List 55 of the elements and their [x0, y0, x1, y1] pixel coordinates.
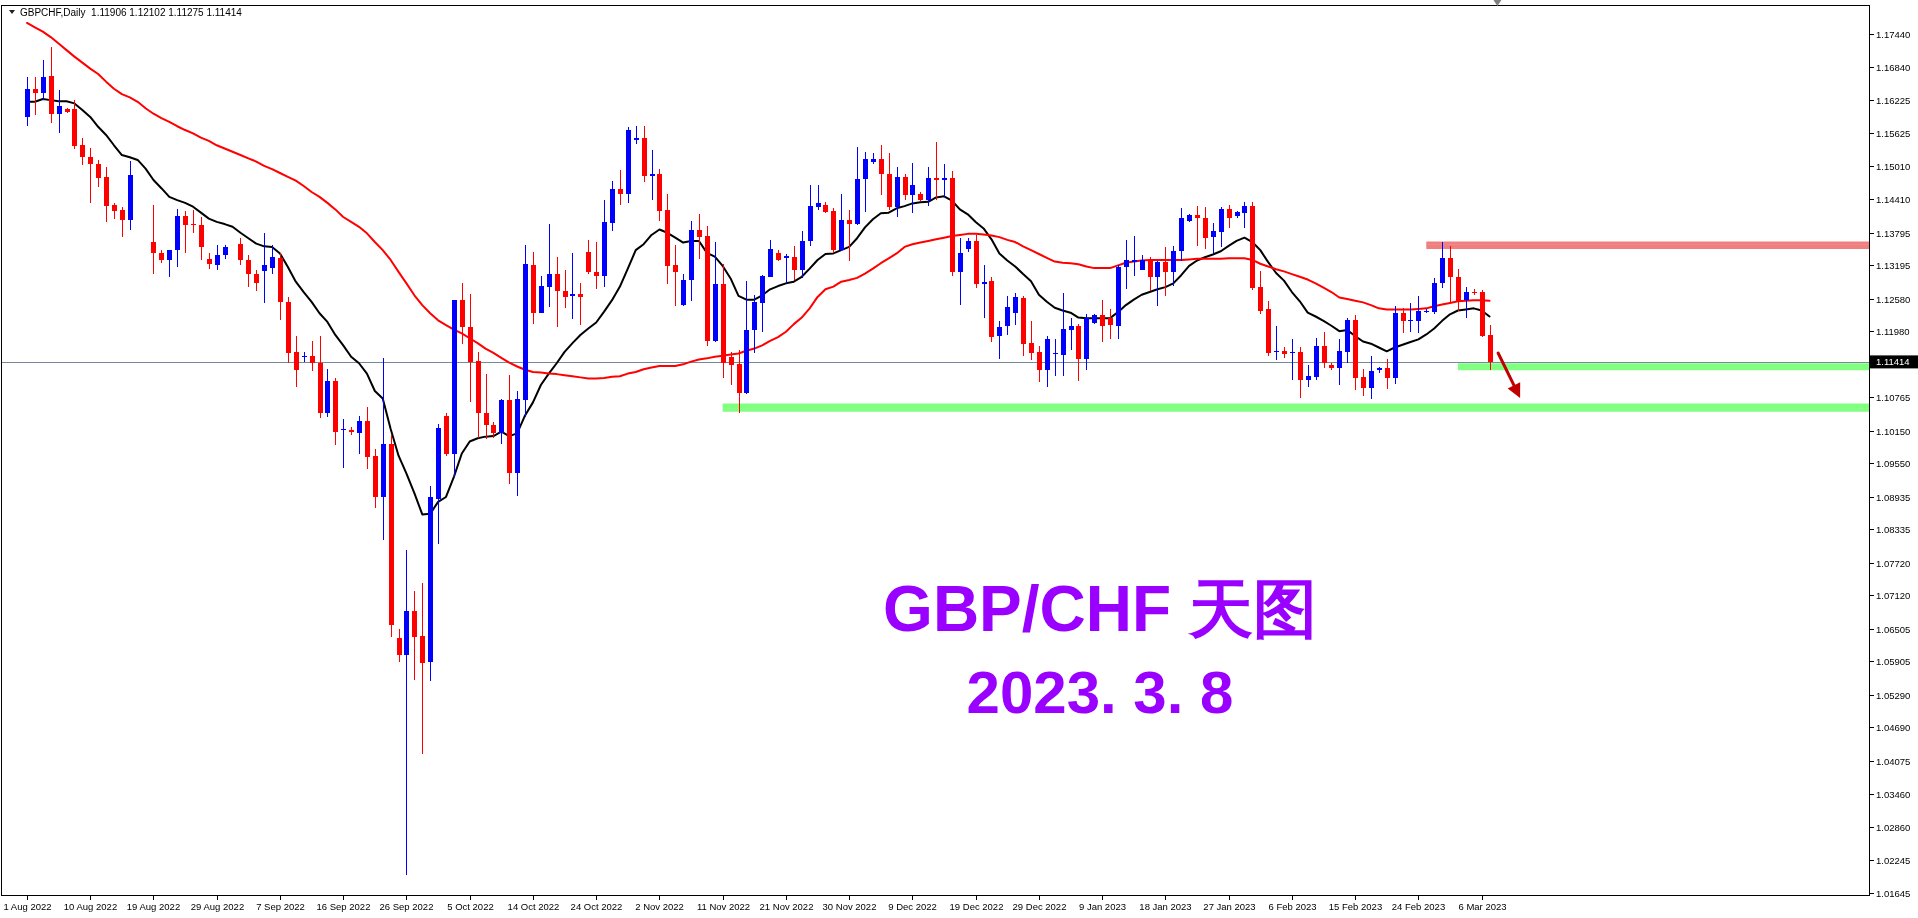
- y-tick-label: 1.02860: [1876, 822, 1911, 833]
- y-tick-label: 1.16225: [1876, 95, 1911, 106]
- y-tick-label: 1.07720: [1876, 558, 1911, 569]
- y-tick-label: 1.13795: [1876, 228, 1911, 239]
- y-tick-label: 1.04075: [1876, 756, 1911, 767]
- y-tick-label: 1.01645: [1876, 888, 1911, 899]
- x-tick-label: 26 Sep 2022: [379, 901, 434, 912]
- x-tick-label: 6 Mar 2023: [1458, 901, 1507, 912]
- y-tick-label: 1.09550: [1876, 458, 1911, 469]
- y-tick-label: 1.07120: [1876, 590, 1911, 601]
- y-tick-label: 1.12580: [1876, 294, 1911, 305]
- x-tick-label: 14 Oct 2022: [507, 901, 560, 912]
- y-tick-label: 1.02245: [1876, 855, 1911, 866]
- x-tick-label: 27 Jan 2023: [1203, 901, 1256, 912]
- chart-title: GBPCHF,Daily 1.11906 1.12102 1.11275 1.11414: [20, 7, 243, 18]
- y-tick-label: 1.15010: [1876, 161, 1911, 172]
- x-tick-label: 10 Aug 2022: [63, 901, 118, 912]
- annotation: GBP/CHF 天图: [883, 572, 1317, 645]
- x-tick-label: 19 Aug 2022: [126, 901, 181, 912]
- y-tick-label: 1.10150: [1876, 426, 1911, 437]
- y-tick-label: 1.16840: [1876, 62, 1911, 73]
- x-tick-label: 2 Nov 2022: [635, 901, 684, 912]
- y-tick-label: 1.15625: [1876, 128, 1911, 139]
- x-tick-label: 29 Aug 2022: [190, 901, 245, 912]
- x-tick-label: 5 Oct 2022: [447, 901, 494, 912]
- x-tick-label: 6 Feb 2023: [1268, 901, 1317, 912]
- x-tick-label: 21 Nov 2022: [759, 901, 814, 912]
- x-tick-label: 1 Aug 2022: [3, 901, 52, 912]
- y-tick-label: 1.04690: [1876, 722, 1911, 733]
- x-tick-label: 7 Sep 2022: [256, 901, 305, 912]
- x-tick-label: 9 Dec 2022: [888, 901, 937, 912]
- y-tick-label: 1.06505: [1876, 624, 1911, 635]
- x-tick-label: 30 Nov 2022: [822, 901, 877, 912]
- y-tick-label: 1.10765: [1876, 392, 1911, 403]
- y-tick-label: 1.03460: [1876, 789, 1911, 800]
- x-tick-label: 16 Sep 2022: [316, 901, 371, 912]
- y-tick-label: 1.05290: [1876, 690, 1911, 701]
- y-tick-label: 1.08335: [1876, 524, 1911, 535]
- y-tick-label: 1.14410: [1876, 194, 1911, 205]
- x-tick-label: 11 Nov 2022: [696, 901, 751, 912]
- x-tick-label: 9 Jan 2023: [1078, 901, 1127, 912]
- y-tick-label: 1.08935: [1876, 492, 1911, 503]
- price-label: 1.11414: [1870, 355, 1918, 369]
- x-tick-label: 18 Jan 2023: [1139, 901, 1192, 912]
- x-tick-label: 24 Oct 2022: [570, 901, 623, 912]
- y-tick-label: 1.05905: [1876, 656, 1911, 667]
- y-tick-label: 1.11980: [1876, 326, 1910, 337]
- ref-line-label: 1.11414: [1876, 356, 1910, 368]
- y-tick-label: 1.13195: [1876, 260, 1911, 271]
- x-tick-label: 24 Feb 2023: [1391, 901, 1446, 912]
- x-tick-label: 29 Dec 2022: [1012, 901, 1067, 912]
- x-tick-label: 15 Feb 2023: [1328, 901, 1383, 912]
- annotation: 2023. 3. 8: [966, 659, 1234, 727]
- y-tick-label: 1.17440: [1876, 29, 1911, 40]
- x-tick-label: 19 Dec 2022: [949, 901, 1004, 912]
